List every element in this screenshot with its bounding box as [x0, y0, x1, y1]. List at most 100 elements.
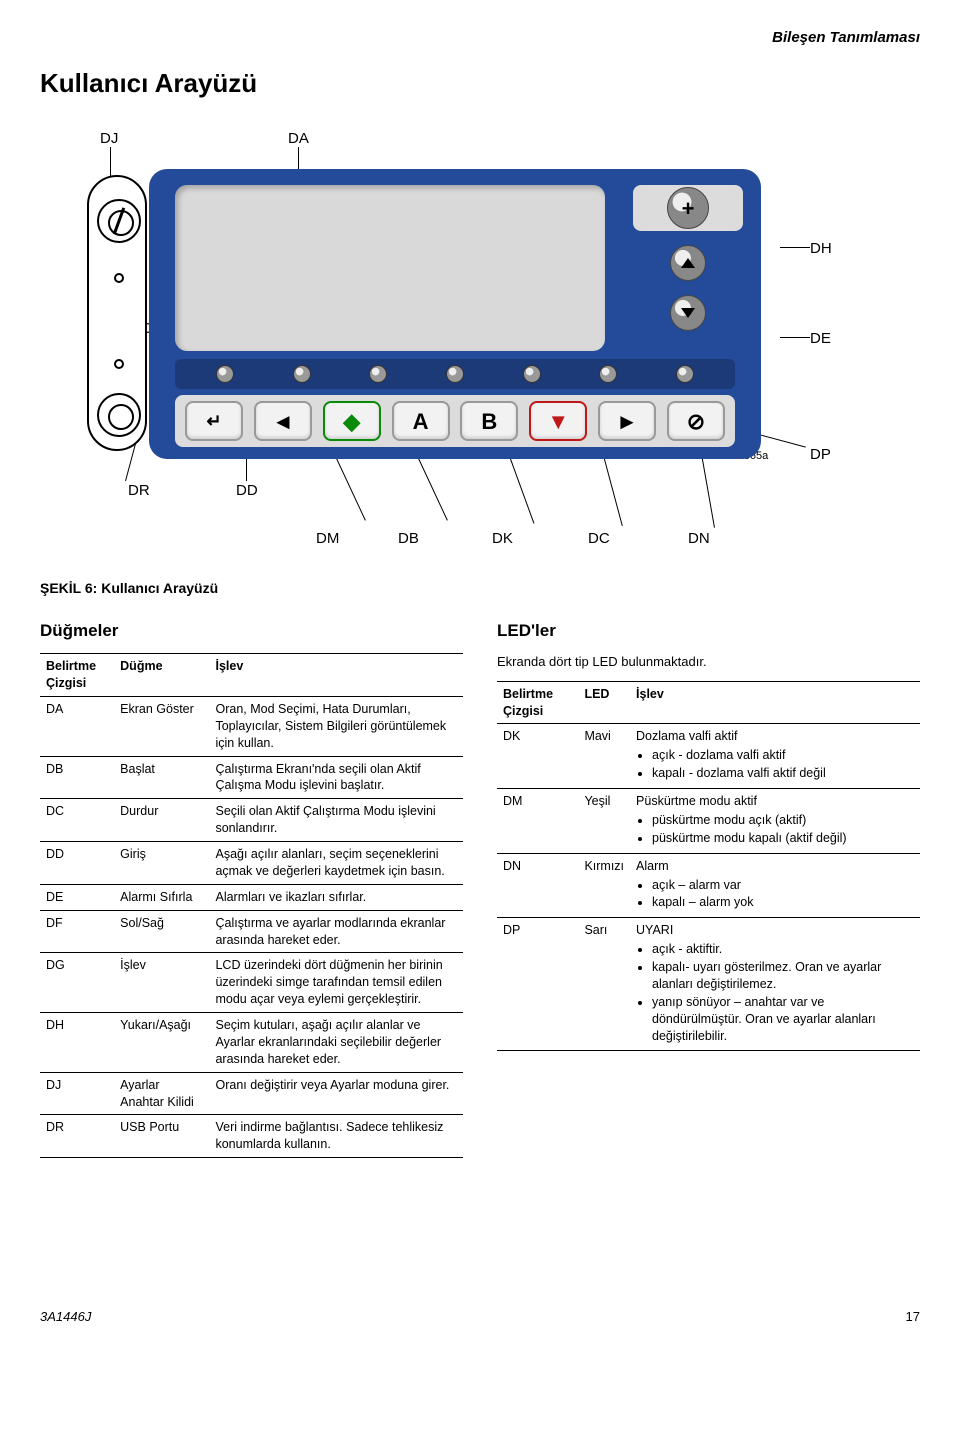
return-icon: ↵: [206, 409, 221, 433]
table-row: DBBaşlatÇalıştırma Ekranı'nda seçili ola…: [40, 756, 463, 799]
down-button[interactable]: [670, 295, 706, 331]
cell-button: Yukarı/Aşağı: [114, 1013, 209, 1073]
plus-button[interactable]: [667, 187, 709, 229]
cell-function: Çalıştırma ve ayarlar modlarında ekranla…: [209, 910, 463, 953]
plus-plate: [633, 185, 743, 231]
cell-function: Seçili olan Aktif Çalıştırma Modu işlevi…: [209, 799, 463, 842]
cell-led: Kırmızı: [578, 853, 630, 918]
table-row: DJAyarlar Anahtar KilidiOranı değiştirir…: [40, 1072, 463, 1115]
table-row: DPSarıUYARIaçık - aktiftir.kapalı- uyarı…: [497, 918, 920, 1051]
cell-function: Dozlama valfi aktifaçık - dozlama valfi …: [630, 724, 920, 789]
cell-led: Mavi: [578, 724, 630, 789]
led-indicator: [369, 365, 387, 383]
cell-code: DN: [497, 853, 578, 918]
doc-number: 3A1446J: [40, 1308, 91, 1326]
list-item: kapalı - dozlama valfi aktif değil: [652, 765, 914, 782]
table-row: DMYeşilPüskürtme modu aktifpüskürtme mod…: [497, 789, 920, 854]
callout-DR: DR: [128, 481, 150, 501]
cell-button: Ayarlar Anahtar Kilidi: [114, 1072, 209, 1115]
buttons-column: Düğmeler Belirtme Çizgisi Düğme İşlev DA…: [40, 620, 463, 1158]
list-item: kapalı- uyarı gösterilmez. Oran ve ayarl…: [652, 959, 914, 993]
list-item: açık – alarm var: [652, 877, 914, 894]
list-item: açık - dozlama valfi aktif: [652, 747, 914, 764]
col-header: Belirtme Çizgisi: [497, 681, 578, 724]
buttons-heading: Düğmeler: [40, 620, 463, 643]
callout-DK: DK: [492, 529, 513, 549]
callout-DB: DB: [398, 529, 419, 549]
cell-code: DR: [40, 1115, 114, 1158]
hole-icon: [114, 359, 124, 369]
cell-button: USB Portu: [114, 1115, 209, 1158]
page-number: 17: [906, 1308, 920, 1326]
enter-softkey[interactable]: ↵: [185, 401, 243, 441]
softkey-row: ↵ ◄ ◆ A B ▼ ► ⊘: [175, 395, 735, 447]
cell-code: DK: [497, 724, 578, 789]
stop-icon: ▼: [547, 407, 569, 437]
callout-DN: DN: [688, 529, 710, 549]
cell-code: DG: [40, 953, 114, 1013]
table-row: DAEkran GösterOran, Mod Seçimi, Hata Dur…: [40, 696, 463, 756]
side-buttons: [633, 185, 743, 331]
cell-button: İşlev: [114, 953, 209, 1013]
page-header-right: Bileşen Tanımlaması: [40, 28, 920, 48]
list-item: açık - aktiftir.: [652, 941, 914, 958]
cell-code: DH: [40, 1013, 114, 1073]
leds-intro: Ekranda dört tip LED bulunmaktadır.: [497, 653, 920, 671]
cell-button: Alarmı Sıfırla: [114, 884, 209, 910]
leader: [780, 337, 810, 338]
cell-function: Alarmları ve ikazları sıfırlar.: [209, 884, 463, 910]
callout-DD: DD: [236, 481, 258, 501]
right-softkey[interactable]: ►: [598, 401, 656, 441]
cell-function: Aşağı açılır alanları, seçim seçenekleri…: [209, 842, 463, 885]
left-softkey[interactable]: ◄: [254, 401, 312, 441]
control-panel: ↵ ◄ ◆ A B ▼ ► ⊘: [149, 169, 761, 459]
cell-function: Çalıştırma Ekranı'nda seçili olan Aktif …: [209, 756, 463, 799]
cell-function: Püskürtme modu aktifpüskürtme modu açık …: [630, 789, 920, 854]
col-header: İşlev: [209, 654, 463, 697]
cancel-softkey[interactable]: ⊘: [667, 401, 725, 441]
list-item: kapalı – alarm yok: [652, 894, 914, 911]
leds-table: Belirtme Çizgisi LED İşlev DKMaviDozlama…: [497, 681, 920, 1052]
cell-led: Yeşil: [578, 789, 630, 854]
list-item: püskürtme modu kapalı (aktif değil): [652, 830, 914, 847]
table-row: DRUSB PortuVeri indirme bağlantısı. Sade…: [40, 1115, 463, 1158]
led-strip: [175, 359, 735, 389]
led-indicator: [676, 365, 694, 383]
up-button[interactable]: [670, 245, 706, 281]
cell-code: DA: [40, 696, 114, 756]
table-row: DNKırmızıAlarmaçık – alarm varkapalı – a…: [497, 853, 920, 918]
callout-DH: DH: [810, 239, 832, 259]
table-row: DFSol/SağÇalıştırma ve ayarlar modlarınd…: [40, 910, 463, 953]
callout-DM: DM: [316, 529, 339, 549]
callout-DC: DC: [588, 529, 610, 549]
cancel-icon: ⊘: [687, 407, 705, 437]
col-header: Düğme: [114, 654, 209, 697]
cell-code: DM: [497, 789, 578, 854]
col-header: LED: [578, 681, 630, 724]
cell-button: Sol/Sağ: [114, 910, 209, 953]
list-item: yanıp sönüyor – anahtar var ve döndürülm…: [652, 994, 914, 1045]
cell-function: Oranı değiştirir veya Ayarlar moduna gir…: [209, 1072, 463, 1115]
start-icon: ◆: [343, 407, 360, 437]
cell-code: DC: [40, 799, 114, 842]
usb-port: [97, 393, 141, 437]
mount-bracket: [87, 175, 147, 451]
cell-button: Ekran Göster: [114, 696, 209, 756]
softkey-a[interactable]: A: [392, 401, 450, 441]
cell-code: DF: [40, 910, 114, 953]
table-row: DHYukarı/AşağıSeçim kutuları, aşağı açıl…: [40, 1013, 463, 1073]
table-row: DDGirişAşağı açılır alanları, seçim seçe…: [40, 842, 463, 885]
softkey-b[interactable]: B: [460, 401, 518, 441]
col-header: İşlev: [630, 681, 920, 724]
cell-function: LCD üzerindeki dört düğmenin her birinin…: [209, 953, 463, 1013]
cell-code: DD: [40, 842, 114, 885]
section-title: Kullanıcı Arayüzü: [40, 66, 920, 101]
table-row: DGİşlevLCD üzerindeki dört düğmenin her …: [40, 953, 463, 1013]
led-indicator: [523, 365, 541, 383]
start-softkey[interactable]: ◆: [323, 401, 381, 441]
buttons-table: Belirtme Çizgisi Düğme İşlev DAEkran Gös…: [40, 653, 463, 1158]
cell-function: Veri indirme bağlantısı. Sadece tehlikes…: [209, 1115, 463, 1158]
stop-softkey[interactable]: ▼: [529, 401, 587, 441]
leds-heading: LED'ler: [497, 620, 920, 643]
led-indicator: [216, 365, 234, 383]
